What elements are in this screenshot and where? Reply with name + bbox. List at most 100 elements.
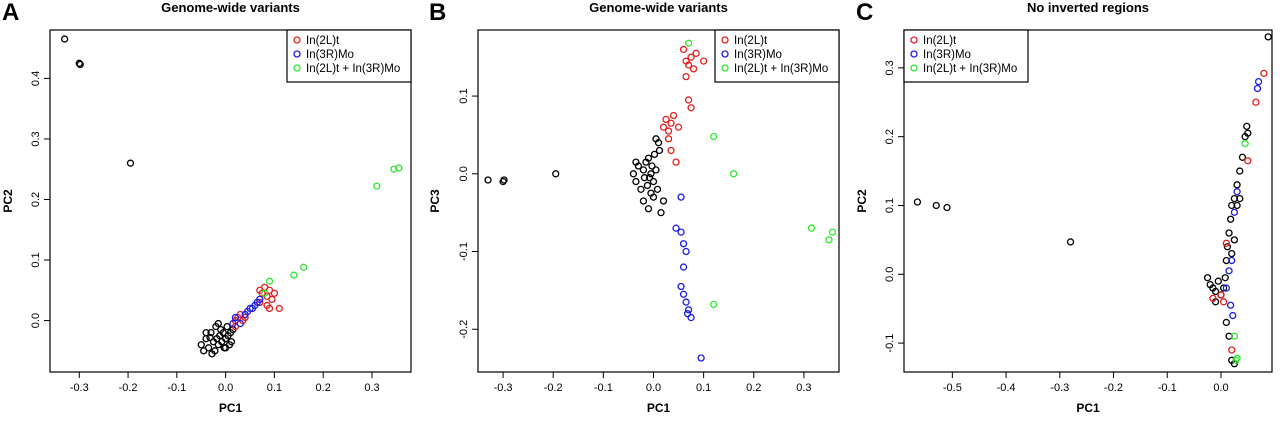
scatter-point [677, 282, 685, 291]
scatter-point [699, 57, 708, 65]
scatter-point [667, 119, 675, 127]
scatter-point [236, 319, 244, 328]
x-tick-label: 0.1 [267, 382, 282, 394]
scatter-point [484, 176, 492, 184]
scatter-point [662, 115, 670, 124]
scatter-point [710, 300, 718, 309]
legend-entry: In(2L)t [923, 35, 957, 47]
legend-entry: In(3R)Mo [306, 49, 354, 61]
scatter-point [75, 59, 83, 67]
scatter-point [639, 166, 648, 174]
series-3-points [260, 164, 403, 297]
scatter-point [1228, 256, 1236, 265]
legend-marker [721, 64, 729, 72]
scatter-point [206, 333, 214, 342]
legend-marker [910, 50, 918, 58]
scatter-point [1244, 157, 1252, 165]
scatter-point [1233, 181, 1241, 189]
x-tick-label: -0.2 [119, 382, 138, 394]
scatter-point [682, 298, 690, 306]
x-tick-label: -0.1 [167, 382, 186, 394]
x-tick-label: -0.2 [544, 382, 563, 394]
y-tick-label: -0.2 [458, 320, 470, 339]
chart-title: Genome-wide variants [161, 0, 300, 15]
scatter-point [682, 247, 690, 256]
scatter-point [221, 344, 230, 352]
scatter-point [649, 177, 658, 186]
scatter-point [664, 127, 673, 135]
scatter-point [1226, 215, 1235, 223]
legend-entry: In(2L)t + In(3R)Mo [306, 63, 400, 75]
legend-entry: In(3R)Mo [734, 49, 782, 61]
legend-entry: In(3R)Mo [923, 49, 971, 61]
scatter-point [1236, 194, 1244, 203]
scatter-point [697, 354, 705, 362]
scatter-point [1252, 98, 1260, 106]
scatter-point [664, 135, 673, 143]
x-axis-label: PC1 [1076, 401, 1100, 415]
scatter-point [639, 197, 648, 205]
scatter-point [710, 132, 718, 141]
x-tick-label: 0.0 [1213, 382, 1228, 394]
series-0-points [60, 35, 237, 358]
scatter-point [640, 174, 649, 182]
series-1-points [1209, 69, 1268, 354]
panel-c-chart: C No inverted regions -0.5 -0.4 -0.3 -0.2 -0.1… [855, 0, 1273, 415]
scatter-point [500, 176, 508, 184]
y-tick-label: 0.3 [884, 60, 896, 75]
scatter-point [1229, 311, 1237, 320]
scatter-point [825, 236, 833, 244]
scatter-point [683, 310, 692, 318]
y-tick-label: 0.0 [884, 267, 896, 282]
scatter-point [647, 170, 655, 178]
y-tick-label: 0.2 [30, 192, 42, 207]
x-tick-label: 0.1 [696, 382, 711, 394]
legend-entry: In(2L)t + In(3R)Mo [923, 63, 1017, 75]
legend-marker [721, 36, 729, 44]
x-tick-label: -0.3 [70, 382, 89, 394]
scatter-point [126, 159, 135, 167]
scatter-point [1241, 139, 1249, 148]
scatter-point [644, 154, 653, 162]
scatter-point [1264, 33, 1272, 41]
scatter-point [1230, 332, 1239, 340]
scatter-point [1225, 229, 1233, 237]
scatter-point [1217, 291, 1225, 299]
y-tick-label: 0.1 [30, 252, 42, 267]
chart-title: Genome-wide variants [589, 0, 728, 15]
scatter-point [652, 135, 660, 143]
scatter-point [932, 201, 940, 210]
scatter-point [1228, 346, 1236, 354]
scatter-point [197, 341, 205, 349]
x-tick-label: 0.0 [646, 382, 661, 394]
x-tick-label: -0.4 [997, 382, 1016, 394]
scatter-point [648, 162, 656, 170]
scatter-point [687, 53, 695, 61]
scatter-point [202, 335, 210, 343]
scatter-point [679, 240, 688, 248]
scatter-point [674, 123, 683, 131]
scatter-point [1233, 201, 1241, 210]
scatter-point [677, 228, 685, 236]
scatter-point [679, 45, 688, 54]
scatter-point [1203, 274, 1212, 282]
panel-label: A [2, 0, 19, 26]
scatter-point [645, 174, 654, 182]
scatter-point [265, 304, 274, 313]
scatter-point [687, 313, 695, 322]
series-2-points [672, 193, 705, 362]
scatter-point [682, 72, 690, 81]
scatter-point [652, 166, 660, 174]
scatter-point [679, 290, 688, 298]
panel-a-chart: A Genome-wide variants -0.3 -0.2 -0.1 0.0 0.1 0… [1, 0, 412, 415]
series-2-points [229, 295, 264, 328]
scatter-point [629, 170, 638, 178]
scatter-point [677, 193, 685, 201]
legend-marker [910, 64, 918, 72]
y-axis-label: PC3 [428, 189, 442, 213]
scatter-point [943, 203, 951, 212]
scatter-point [300, 263, 308, 271]
y-tick-label: 0.0 [458, 166, 470, 181]
y-tick-label: 0.1 [458, 88, 470, 103]
y-tick-label: 0.2 [884, 129, 896, 144]
